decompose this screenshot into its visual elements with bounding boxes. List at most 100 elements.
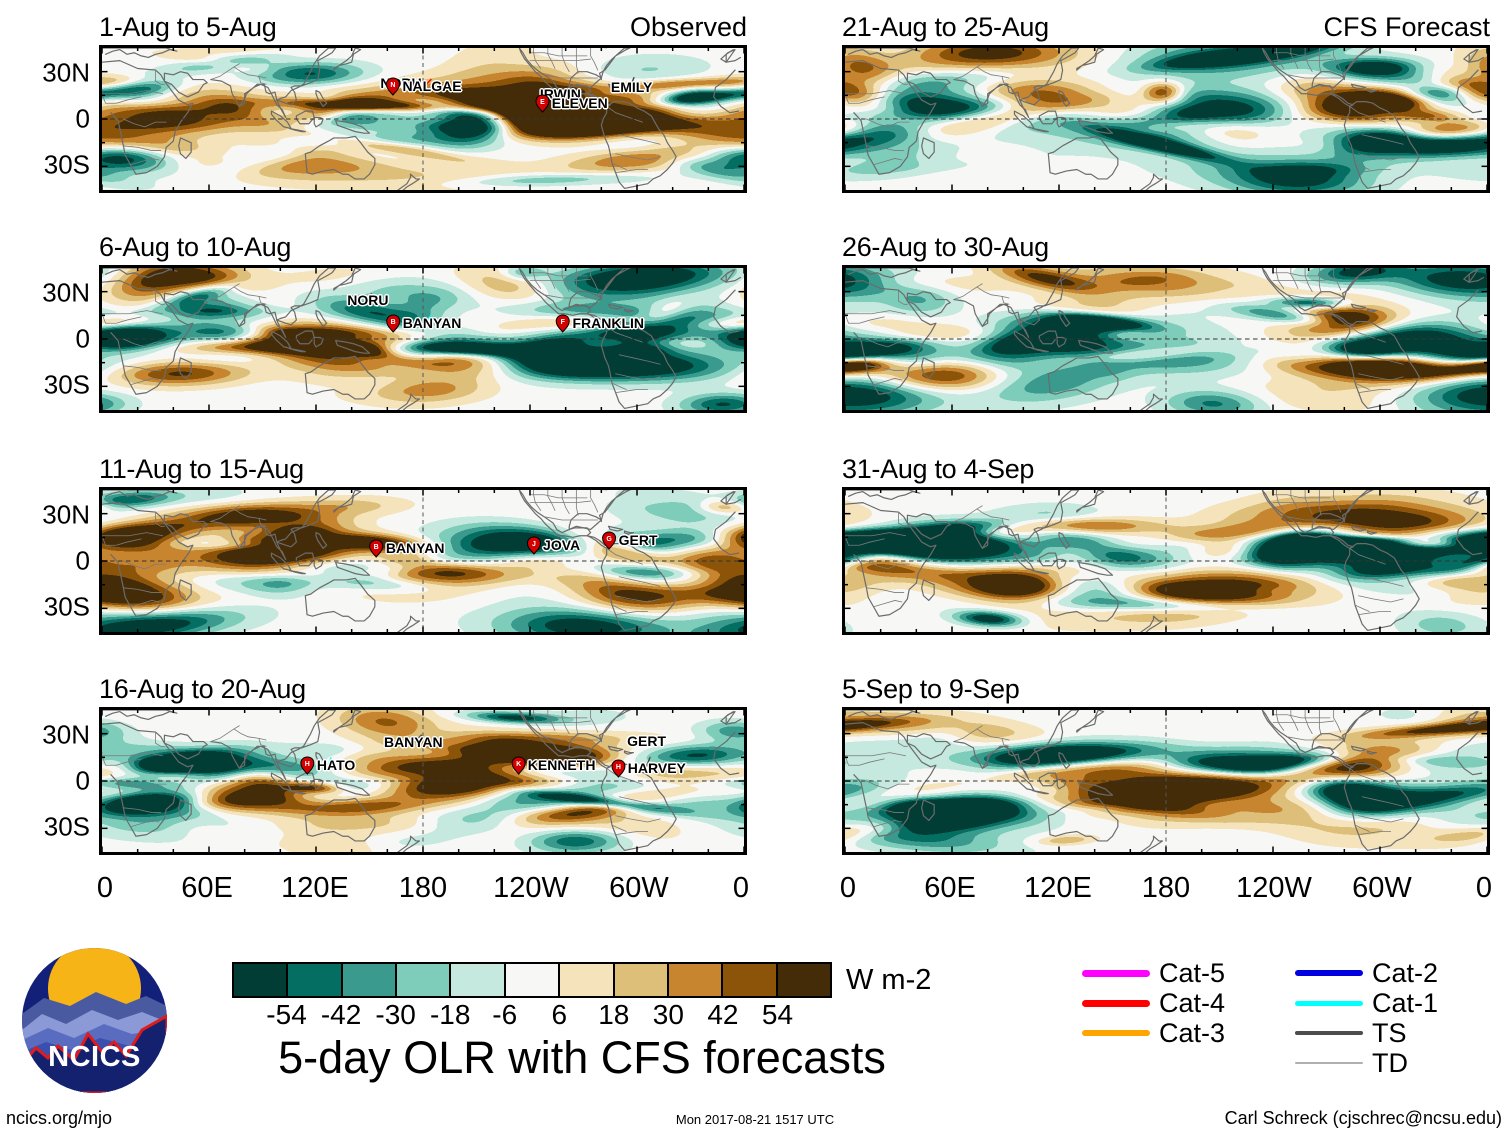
map-frame-obs-2 <box>99 265 747 413</box>
colorbar-bin-4 <box>451 964 506 996</box>
olr-anomaly-field-cfs-1 <box>845 48 1487 190</box>
map-panel-obs-1: 1-Aug to 5-Aug Observed 30N 0 30S NORU N NALGAE… <box>42 12 747 193</box>
tc-legend-left-column: Cat-5 Cat-4 Cat-3 <box>1082 958 1225 1048</box>
map-panel-obs-4: 16-Aug to 20-Aug 30N 0 30S H HATO BANYAN K KENNE… <box>42 674 747 855</box>
colorbar-bin-1 <box>288 964 343 996</box>
x-axis-labels-left: 0 60E 120E 180 120W 60W 0 <box>96 872 750 908</box>
tc-legend-label: Cat-4 <box>1159 987 1226 1018</box>
colorbar-tick-54: 54 <box>761 999 794 1030</box>
x-tick-label-120e: 120E <box>281 872 349 904</box>
colorbar-tick--42: -42 <box>320 999 362 1030</box>
tc-legend-label: Cat-1 <box>1372 987 1439 1018</box>
colorbar-tick-30: 30 <box>652 999 684 1030</box>
tc-legend-row-cat-3: Cat-3 <box>1082 1018 1225 1048</box>
map-panel-cfs-2: 26-Aug to 30-Aug <box>842 232 1490 413</box>
x-tick-label-0: 0 <box>732 872 750 904</box>
map-panel-cfs-3: 31-Aug to 4-Sep <box>842 454 1490 635</box>
colorbar-bin-10 <box>777 964 830 996</box>
y-tick-label-30n: 30N <box>42 277 90 308</box>
map-panel-cfs-4: 5-Sep to 9-Sep <box>842 674 1490 855</box>
logo-text: NCICS <box>48 1041 141 1074</box>
tc-legend-label: Cat-3 <box>1159 1017 1226 1048</box>
olr-anomaly-field-obs-2 <box>102 268 744 410</box>
tc-legend-label: Cat-5 <box>1159 957 1226 988</box>
colorbar: -54 -42 -30 -18 -6 6 18 30 42 54 W m-2 <box>232 962 931 1033</box>
panel-title-cfs-2: 26-Aug to 30-Aug <box>842 232 1049 262</box>
tc-legend-right-column: Cat-2 Cat-1 TS TD <box>1295 958 1438 1078</box>
footer-author[interactable]: Carl Schreck (cjschrec@ncsu.edu) <box>1224 1108 1502 1128</box>
tc-legend-row-cat-2: Cat-2 <box>1295 958 1438 988</box>
tc-legend-line-swatch <box>1082 969 1150 977</box>
x-tick-label-60w: 60W <box>609 872 669 904</box>
tc-legend-row-ts: TS <box>1295 1018 1438 1048</box>
olr-anomaly-field-cfs-3 <box>845 490 1487 632</box>
panel-title-obs-3: 11-Aug to 15-Aug <box>99 454 304 484</box>
map-frame-obs-1 <box>99 45 747 193</box>
x-tick-label-60e: 60E <box>181 872 233 904</box>
colorbar-tick--6: -6 <box>492 999 518 1030</box>
colorbar-tick-6: 6 <box>551 999 568 1030</box>
olr-anomaly-field-obs-4 <box>102 710 744 852</box>
colorbar-tick--54: -54 <box>266 999 307 1030</box>
x-tick-label-0: 0 <box>839 872 857 904</box>
tc-legend-label: Cat-2 <box>1372 957 1439 988</box>
colorbar-bin-8 <box>668 964 724 996</box>
tc-legend-line-swatch <box>1082 999 1150 1007</box>
map-frame-cfs-4 <box>842 707 1490 855</box>
column-header-observed: Observed <box>629 12 747 42</box>
panel-title-cfs-1: 21-Aug to 25-Aug <box>842 12 1049 42</box>
x-tick-label-0: 0 <box>96 872 114 904</box>
tc-legend-line-swatch <box>1082 1030 1150 1036</box>
x-tick-label-60w: 60W <box>1352 872 1412 904</box>
colorbar-bin-5 <box>505 964 561 996</box>
panel-title-obs-4: 16-Aug to 20-Aug <box>99 674 306 704</box>
y-tick-label-0: 0 <box>75 545 90 576</box>
map-panel-obs-3: 11-Aug to 15-Aug 30N 0 30S B BANYAN J JOVA G GERT <box>42 454 747 635</box>
y-tick-label-30s: 30S <box>43 811 90 842</box>
tc-legend-line-swatch <box>1295 1062 1363 1064</box>
y-tick-label-0: 0 <box>75 323 90 354</box>
y-tick-label-30s: 30S <box>43 149 90 180</box>
panel-title-cfs-4: 5-Sep to 9-Sep <box>842 674 1020 704</box>
y-tick-label-0: 0 <box>75 103 90 134</box>
colorbar-tick--18: -18 <box>429 999 471 1030</box>
x-axis-labels-right: 0 60E 120E 180 120W 60W 0 <box>839 872 1492 908</box>
map-frame-obs-4 <box>99 707 747 855</box>
ncics-logo: NCICS <box>22 948 167 1093</box>
map-panel-obs-2: 6-Aug to 10-Aug 30N 0 30S NORU B BANYAN F FRANKL… <box>42 232 747 413</box>
tc-legend-row-cat-4: Cat-4 <box>1082 988 1225 1018</box>
olr-anomaly-field-cfs-2 <box>845 268 1487 410</box>
colorbar-bin-7 <box>614 964 669 996</box>
map-panel-cfs-1: 21-Aug to 25-Aug CFS Forecast <box>842 12 1490 193</box>
y-tick-label-30s: 30S <box>43 369 90 400</box>
tc-legend-line-swatch <box>1295 970 1363 976</box>
tc-legend-row-cat-5: Cat-5 <box>1082 958 1225 988</box>
footer-timestamp: Mon 2017-08-21 1517 UTC <box>675 1112 835 1127</box>
y-tick-label-30n: 30N <box>42 719 90 750</box>
x-tick-label-120e: 120E <box>1024 872 1092 904</box>
logo-mountains-shape <box>22 992 167 1093</box>
colorbar-tick-labels: -54 -42 -30 -18 -6 6 18 30 42 54 <box>232 999 832 1033</box>
y-tick-label-30n: 30N <box>42 57 90 88</box>
map-frame-cfs-2 <box>842 265 1490 413</box>
tc-legend-line-swatch <box>1295 1031 1363 1035</box>
tc-legend-row-td: TD <box>1295 1048 1438 1078</box>
footer-website[interactable]: ncics.org/mjo <box>6 1108 113 1128</box>
x-tick-label-180: 180 <box>398 872 448 904</box>
tc-legend-line-swatch <box>1295 1000 1363 1006</box>
x-tick-label-180: 180 <box>1141 872 1191 904</box>
colorbar-tick--30: -30 <box>375 999 416 1030</box>
y-tick-label-0: 0 <box>75 765 90 796</box>
x-tick-label-120w: 120W <box>493 872 569 904</box>
map-frame-cfs-3 <box>842 487 1490 635</box>
olr-anomaly-field-obs-1 <box>102 48 744 190</box>
colorbar-bin-3 <box>397 964 452 996</box>
colorbar-tick-42: 42 <box>707 999 739 1030</box>
olr-anomaly-field-obs-3 <box>102 490 744 632</box>
tc-legend-label: TD <box>1372 1047 1408 1078</box>
colorbar-bin-6 <box>560 964 615 996</box>
panel-title-obs-2: 6-Aug to 10-Aug <box>99 232 292 262</box>
x-tick-label-60e: 60E <box>924 872 976 904</box>
tc-legend-row-cat-1: Cat-1 <box>1295 988 1438 1018</box>
